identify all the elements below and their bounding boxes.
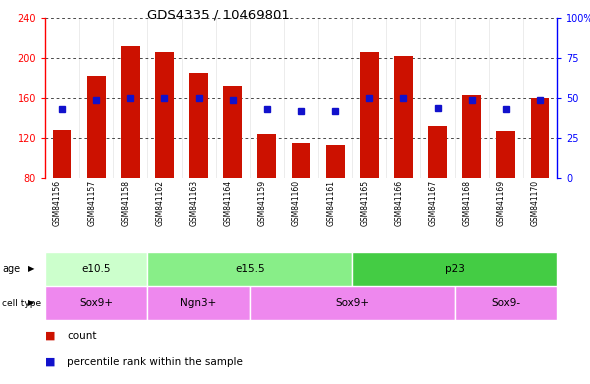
Bar xyxy=(224,86,242,178)
Text: percentile rank within the sample: percentile rank within the sample xyxy=(67,357,243,367)
Text: GSM841156: GSM841156 xyxy=(53,180,62,226)
Bar xyxy=(45,252,148,286)
Text: cell type: cell type xyxy=(2,298,41,308)
Bar xyxy=(496,131,515,178)
Bar xyxy=(291,143,310,178)
Bar xyxy=(148,286,250,320)
Bar xyxy=(250,286,455,320)
Text: GSM841157: GSM841157 xyxy=(87,180,96,226)
Text: ▶: ▶ xyxy=(28,265,34,273)
Bar xyxy=(87,76,106,178)
Text: GSM841161: GSM841161 xyxy=(326,180,335,226)
Text: ■: ■ xyxy=(45,331,55,341)
Bar xyxy=(189,73,208,178)
Text: count: count xyxy=(67,331,97,341)
Bar xyxy=(155,52,174,178)
Text: Sox9-: Sox9- xyxy=(491,298,520,308)
Text: age: age xyxy=(2,264,20,274)
Text: GSM841159: GSM841159 xyxy=(258,180,267,226)
Text: e15.5: e15.5 xyxy=(235,264,264,274)
Text: p23: p23 xyxy=(445,264,464,274)
Bar xyxy=(326,145,345,178)
Text: GDS4335 / 10469801: GDS4335 / 10469801 xyxy=(147,8,290,22)
Text: GSM841158: GSM841158 xyxy=(122,180,130,226)
Text: GSM841163: GSM841163 xyxy=(189,180,199,226)
Text: GSM841162: GSM841162 xyxy=(156,180,165,226)
Text: GSM841165: GSM841165 xyxy=(360,180,369,226)
Bar xyxy=(121,46,140,178)
Bar xyxy=(148,252,352,286)
Bar xyxy=(428,126,447,178)
Text: ▶: ▶ xyxy=(28,298,34,308)
Bar xyxy=(360,52,379,178)
Bar xyxy=(463,95,481,178)
Bar xyxy=(53,130,71,178)
Text: ■: ■ xyxy=(45,357,55,367)
Bar xyxy=(394,56,413,178)
Text: GSM841164: GSM841164 xyxy=(224,180,232,226)
Text: GSM841169: GSM841169 xyxy=(497,180,506,226)
Text: e10.5: e10.5 xyxy=(81,264,111,274)
Bar xyxy=(455,286,557,320)
Text: Ngn3+: Ngn3+ xyxy=(181,298,217,308)
Bar xyxy=(45,286,148,320)
Bar xyxy=(530,98,549,178)
Bar xyxy=(257,134,276,178)
Text: GSM841170: GSM841170 xyxy=(531,180,540,226)
Text: Sox9+: Sox9+ xyxy=(335,298,369,308)
Text: GSM841166: GSM841166 xyxy=(394,180,404,226)
Bar xyxy=(352,252,557,286)
Text: Sox9+: Sox9+ xyxy=(79,298,113,308)
Text: GSM841160: GSM841160 xyxy=(292,180,301,226)
Text: GSM841168: GSM841168 xyxy=(463,180,471,226)
Text: GSM841167: GSM841167 xyxy=(428,180,438,226)
